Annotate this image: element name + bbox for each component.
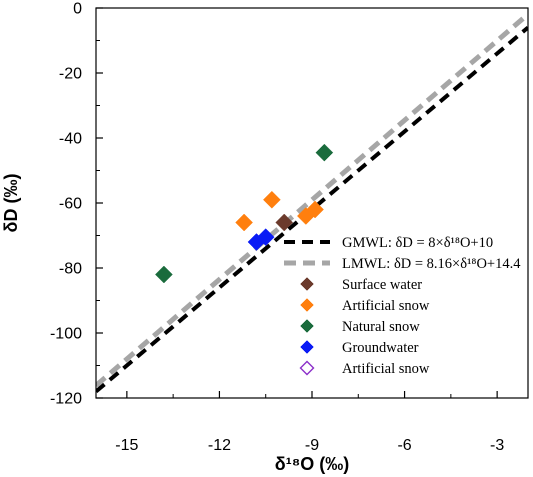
y-tick-label: -120 [50, 391, 82, 408]
y-axis-title: δD (‰) [1, 174, 21, 233]
x-tick-label: -12 [208, 437, 231, 454]
y-tick-label: -80 [59, 261, 82, 278]
artificial-snow-point [235, 213, 253, 232]
artificial-snow-point [263, 190, 281, 209]
natural-snow-legend-label: Natural snow [342, 319, 420, 335]
groundwater-point [256, 228, 275, 246]
natural-snow-point [315, 143, 334, 162]
artificial-snow-point [306, 200, 324, 219]
gmwl-line [96, 25, 528, 394]
artificial-snow-legend-label: Artificial snow [342, 361, 430, 377]
lmwl-line [96, 12, 528, 388]
data-points-layer [155, 143, 334, 284]
y-tick-label: -60 [59, 196, 82, 213]
x-tick-label: -3 [490, 437, 504, 454]
gmwl-legend-label: GMWL: δD = 8×δ¹⁸O+10 [342, 235, 493, 251]
x-tick-label: -9 [305, 437, 319, 454]
x-tick-label: -6 [397, 437, 411, 454]
artificial-snow-legend-marker [300, 298, 314, 312]
surface-water-point [275, 213, 294, 232]
y-tick-label: 0 [73, 1, 82, 18]
artificial-snow-legend-label: Artificial snow [342, 298, 430, 314]
natural-snow-legend-marker [300, 319, 314, 333]
surface-water-legend-label: Surface water [342, 277, 422, 293]
axes-layer: -15 -12 -9 -6 -3 0 -20 -40 -60 -80 -100 -120 [50, 1, 504, 455]
y-tick-label: -100 [50, 326, 82, 343]
natural-snow-point [155, 265, 173, 284]
lmwl-legend-label: LMWL: δD = 8.16×δ¹⁸O+14.4 [342, 256, 521, 272]
plot-frame [95, 7, 529, 399]
surface-water-legend-marker [300, 277, 314, 291]
y-tick-label: -40 [59, 131, 82, 148]
x-tick-label: -15 [115, 437, 138, 454]
water-line-layer [96, 12, 528, 394]
groundwater-legend-marker [300, 340, 314, 354]
legend: GMWL: δD = 8×δ¹⁸O+10 LMWL: δD = 8.16×δ¹⁸O… [284, 235, 521, 377]
groundwater-legend-label: Groundwater [342, 340, 419, 356]
y-tick-label: -20 [59, 66, 82, 83]
x-axis-title: δ¹⁸O (‰) [275, 454, 349, 474]
artificial-snow-legend-marker [299, 360, 315, 376]
